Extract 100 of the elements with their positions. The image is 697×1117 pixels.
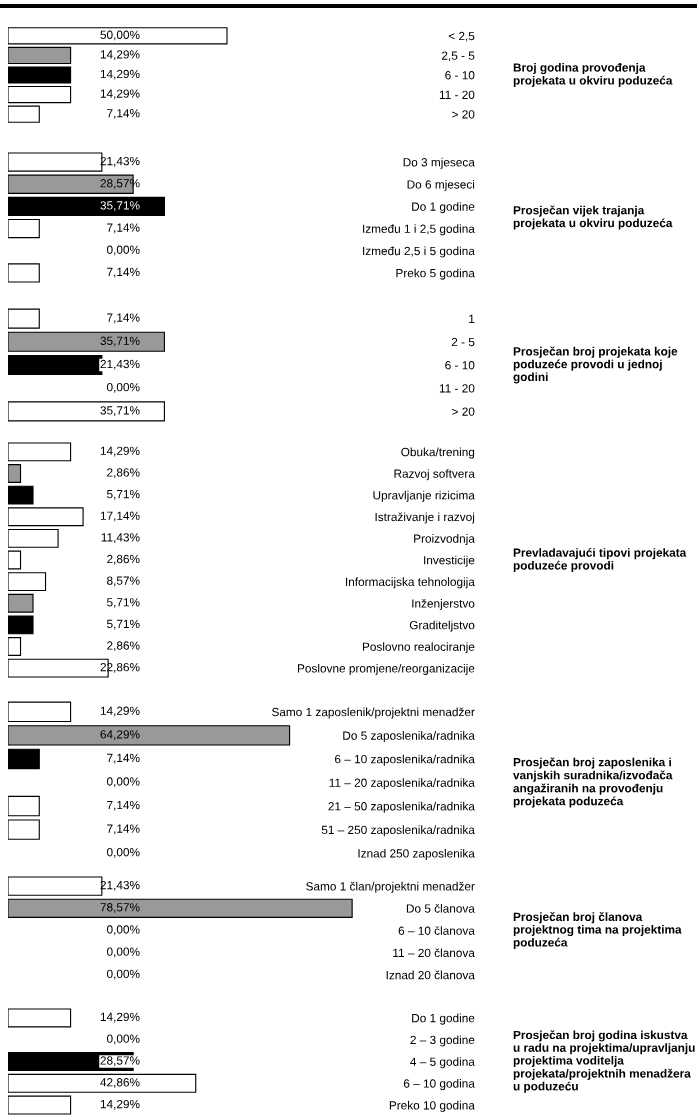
y-tick-label: Do 5 zaposlenika/radnika <box>343 731 475 743</box>
y-tick-label: 6 – 10 članova <box>398 926 475 935</box>
data-label: 0,00% <box>106 777 140 788</box>
y-tick-label: 6 – 10 zaposlenika/radnika <box>335 754 475 766</box>
y-tick-label: 11 - 20 <box>439 384 475 393</box>
data-label: 0,00% <box>106 1034 140 1045</box>
bar <box>8 615 34 635</box>
data-label: 21,43% <box>100 359 140 370</box>
y-tick-label: Razvoj softvera <box>394 469 475 481</box>
bar <box>8 572 47 592</box>
y-tick-label: 2 – 3 godine <box>410 1035 475 1047</box>
y-tick-label: Preko 5 godina <box>396 268 475 280</box>
y-tick-label: 2,5 - 5 <box>441 51 475 62</box>
data-label: 7,14% <box>107 313 140 324</box>
data-label: 35,71% <box>100 336 140 347</box>
data-label: 14,29% <box>100 89 140 100</box>
data-label: 7,14% <box>107 753 140 764</box>
data-label: 0,00% <box>106 383 140 393</box>
y-tick-label: Iznad 20 članova <box>386 970 475 980</box>
data-label: 14,29% <box>100 69 140 80</box>
data-label: 5,71% <box>107 489 140 500</box>
y-tick-label: > 20 <box>452 110 475 119</box>
data-label: 35,71% <box>100 201 140 211</box>
y-tick-label: 11 – 20 članova <box>393 948 475 958</box>
y-tick-label: 1 <box>469 314 475 323</box>
y-tick-label: 6 - 10 <box>445 71 475 80</box>
y-tick-label: > 20 <box>452 407 475 416</box>
data-label: 14,29% <box>100 1012 140 1023</box>
data-label: 11,43% <box>101 533 140 543</box>
y-tick-label: Samo 1 zaposlenik/projektni menadžer <box>271 707 475 719</box>
y-tick-label: Do 3 mjeseca <box>403 157 475 169</box>
data-label: 7,14% <box>107 267 140 278</box>
data-label: 2,86% <box>107 554 140 565</box>
data-label: 42,86% <box>100 1078 140 1088</box>
y2-axis-title: Prosječan broj zaposlenika i vanjskih suradnika/izvođača angažiranih na provođenju projekata poduzeća <box>513 757 673 808</box>
y-tick-label: Poslovno realociranje <box>362 642 475 654</box>
data-label: 0,00% <box>106 848 140 858</box>
y2-axis-title: Broj godina provođenja projekata u okviru poduzeća <box>513 63 673 87</box>
y-tick-label: 2 - 5 <box>451 337 475 347</box>
data-label: 7,14% <box>107 109 140 119</box>
data-label: 2,86% <box>107 468 140 479</box>
y-tick-label: < 2,5 <box>448 31 475 42</box>
bar <box>8 442 72 462</box>
y-tick-label: Do 6 mjeseci <box>407 179 475 191</box>
y-tick-label: Iznad 250 zaposlenika <box>358 848 475 860</box>
data-label: 14,29% <box>100 706 140 717</box>
data-label: 64,29% <box>100 730 140 740</box>
y-tick-label: Inženjerstvo <box>412 598 475 611</box>
y-tick-label: Investicije <box>424 555 475 567</box>
bar <box>8 637 22 656</box>
bar <box>8 550 22 570</box>
y2-axis-title: Prosječan broj projekata koje poduzeće provodi u jednoj godini <box>513 346 678 384</box>
y-tick-label: 6 - 10 <box>445 361 475 370</box>
data-label: 35,71% <box>100 406 140 416</box>
y-tick-label: Do 1 godine <box>412 1013 475 1025</box>
y-tick-label: Samo 1 član/projektni menadžer <box>306 881 475 893</box>
data-label: 17,14% <box>100 511 140 522</box>
y-tick-label: Između 2,5 i 5 godina <box>363 246 475 258</box>
y-tick-label: Upravljanje rizicima <box>373 490 475 502</box>
y2-axis-title: Prosječan broj članova projektnog tima na projektima poduzeća <box>513 912 682 949</box>
data-label: 0,00% <box>106 925 140 936</box>
bar <box>8 528 59 548</box>
y2-axis-title: Prevladavajući tipovi projekata poduzeće provodi <box>513 548 687 572</box>
y-tick-label: Između 1 i 2,5 godina <box>363 224 475 236</box>
data-label: 7,14% <box>107 824 140 835</box>
data-label: 14,29% <box>100 446 140 457</box>
y-tick-label: Do 5 članova <box>406 903 475 913</box>
y2-axis-title: Prosječan vijek trajanja projekata u okviru poduzeća <box>513 205 673 230</box>
data-label: 5,71% <box>107 619 140 630</box>
y2-axis-title: Prosječan broj godina iskustva u radu na projektima/upravljanju projektima voditelja projekata/projektnih menadžera u poduzeću <box>513 1030 695 1093</box>
y-tick-label: 4 – 5 godina <box>410 1057 475 1069</box>
y-tick-label: 11 - 20 <box>439 90 475 99</box>
y-tick-label: 6 – 10 godina <box>403 1079 475 1091</box>
data-label: 7,14% <box>107 800 140 811</box>
y-tick-label: 51 – 250 zaposlenika/radnika <box>321 825 475 837</box>
data-label: 28,57% <box>100 1056 140 1067</box>
bar <box>8 485 34 505</box>
data-label: 78,57% <box>100 903 140 913</box>
bar <box>8 464 22 483</box>
y-tick-label: 11 – 20 zaposlenika/radnika <box>329 778 475 790</box>
data-label: 0,00% <box>106 947 140 958</box>
data-label: 50,00% <box>100 30 140 41</box>
y-tick-label: Informacijska tehnologija <box>346 577 475 589</box>
data-label: 5,71% <box>107 598 140 608</box>
bar <box>8 263 40 283</box>
data-label: 0,00% <box>106 969 140 980</box>
bar <box>8 196 165 217</box>
data-label: 14,29% <box>100 1099 140 1110</box>
y-tick-label: 21 – 50 zaposlenika/radnika <box>328 801 475 813</box>
data-label: 8,57% <box>107 576 140 587</box>
data-label: 0,00% <box>106 245 140 256</box>
y-tick-label: Graditeljstvo <box>409 620 475 632</box>
data-label: 7,14% <box>107 223 140 234</box>
y-tick-label: Preko 10 godina <box>389 1100 475 1112</box>
bar <box>8 507 84 527</box>
data-label: 14,29% <box>100 50 140 60</box>
bar <box>8 218 40 239</box>
y-tick-label: Proizvodnja <box>414 534 475 546</box>
y-tick-label: Obuka/trening <box>401 447 475 459</box>
y-tick-label: Istraživanje i razvoj <box>375 512 475 524</box>
